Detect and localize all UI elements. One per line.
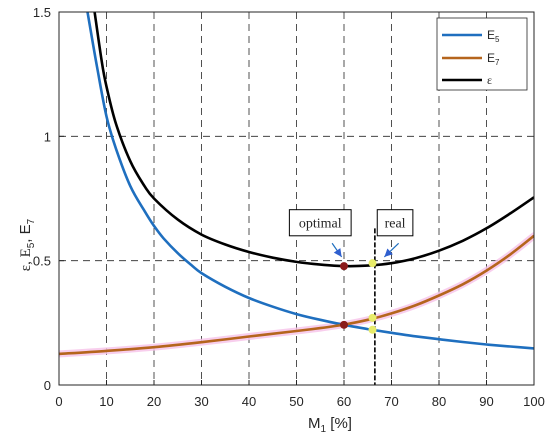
- legend-box: [436, 17, 528, 91]
- marker-layer: [340, 228, 377, 385]
- x-tick-label: 30: [194, 394, 208, 409]
- x-tick-label: 60: [337, 394, 351, 409]
- series-line-e7: [59, 234, 534, 356]
- x-tick-label: 10: [99, 394, 113, 409]
- series-line-epsilon: [93, 12, 534, 268]
- x-tick-label: 80: [432, 394, 446, 409]
- data-marker: [340, 320, 348, 329]
- y-tick-label: 0: [44, 378, 51, 393]
- annotation-box: [288, 209, 352, 237]
- data-marker: [368, 325, 377, 334]
- data-marker: [368, 259, 377, 268]
- annotation-arrow-head: [333, 248, 342, 257]
- x-axis-label: M1 [%]: [308, 415, 352, 435]
- data-marker: [340, 262, 348, 271]
- series-line-e5: [86, 12, 534, 350]
- legend-label-e5: E5: [487, 28, 500, 44]
- x-tick-label: 50: [289, 394, 303, 409]
- tick-layer: 0 10 20 30 40 50 60 70 80 90 100 0 0.5 1 1.5: [33, 5, 545, 409]
- legend-label-e7: E7: [487, 51, 500, 67]
- annotation-box: [376, 209, 414, 237]
- data-marker: [368, 313, 377, 322]
- y-tick-label: 0.5: [33, 254, 51, 269]
- x-tick-label: 0: [55, 394, 62, 409]
- x-tick-label: 100: [523, 394, 545, 409]
- x-tick-label: 20: [147, 394, 161, 409]
- annotation-layer: optimal real: [288, 209, 414, 258]
- x-tick-label: 40: [242, 394, 256, 409]
- annotation-label: real: [385, 217, 406, 232]
- annotation-label: optimal: [299, 217, 342, 232]
- annotation-arrow-head: [384, 248, 393, 257]
- y-axis-label: ε, E5, E7: [17, 218, 37, 271]
- legend: E5 E7 ε: [436, 17, 528, 91]
- x-tick-label: 70: [384, 394, 398, 409]
- series-layer: [59, 12, 534, 356]
- y-tick-label: 1.5: [33, 5, 51, 20]
- x-tick-label: 90: [479, 394, 493, 409]
- legend-label-epsilon: ε: [487, 73, 492, 87]
- y-tick-label: 1: [44, 129, 51, 144]
